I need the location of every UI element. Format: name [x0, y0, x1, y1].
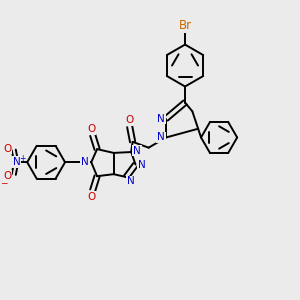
Text: N: N: [157, 113, 165, 124]
Text: O: O: [87, 124, 95, 134]
Text: −: −: [0, 178, 8, 187]
Text: Br: Br: [178, 20, 192, 32]
Text: N: N: [127, 176, 134, 187]
Text: N: N: [133, 146, 141, 156]
Text: N: N: [157, 133, 165, 142]
Text: +: +: [19, 154, 26, 163]
Text: N: N: [138, 160, 146, 170]
Text: O: O: [87, 192, 95, 202]
Text: N: N: [13, 157, 21, 167]
Text: N: N: [81, 157, 89, 167]
Text: O: O: [3, 171, 11, 181]
Text: O: O: [126, 115, 134, 125]
Text: O: O: [3, 143, 11, 154]
